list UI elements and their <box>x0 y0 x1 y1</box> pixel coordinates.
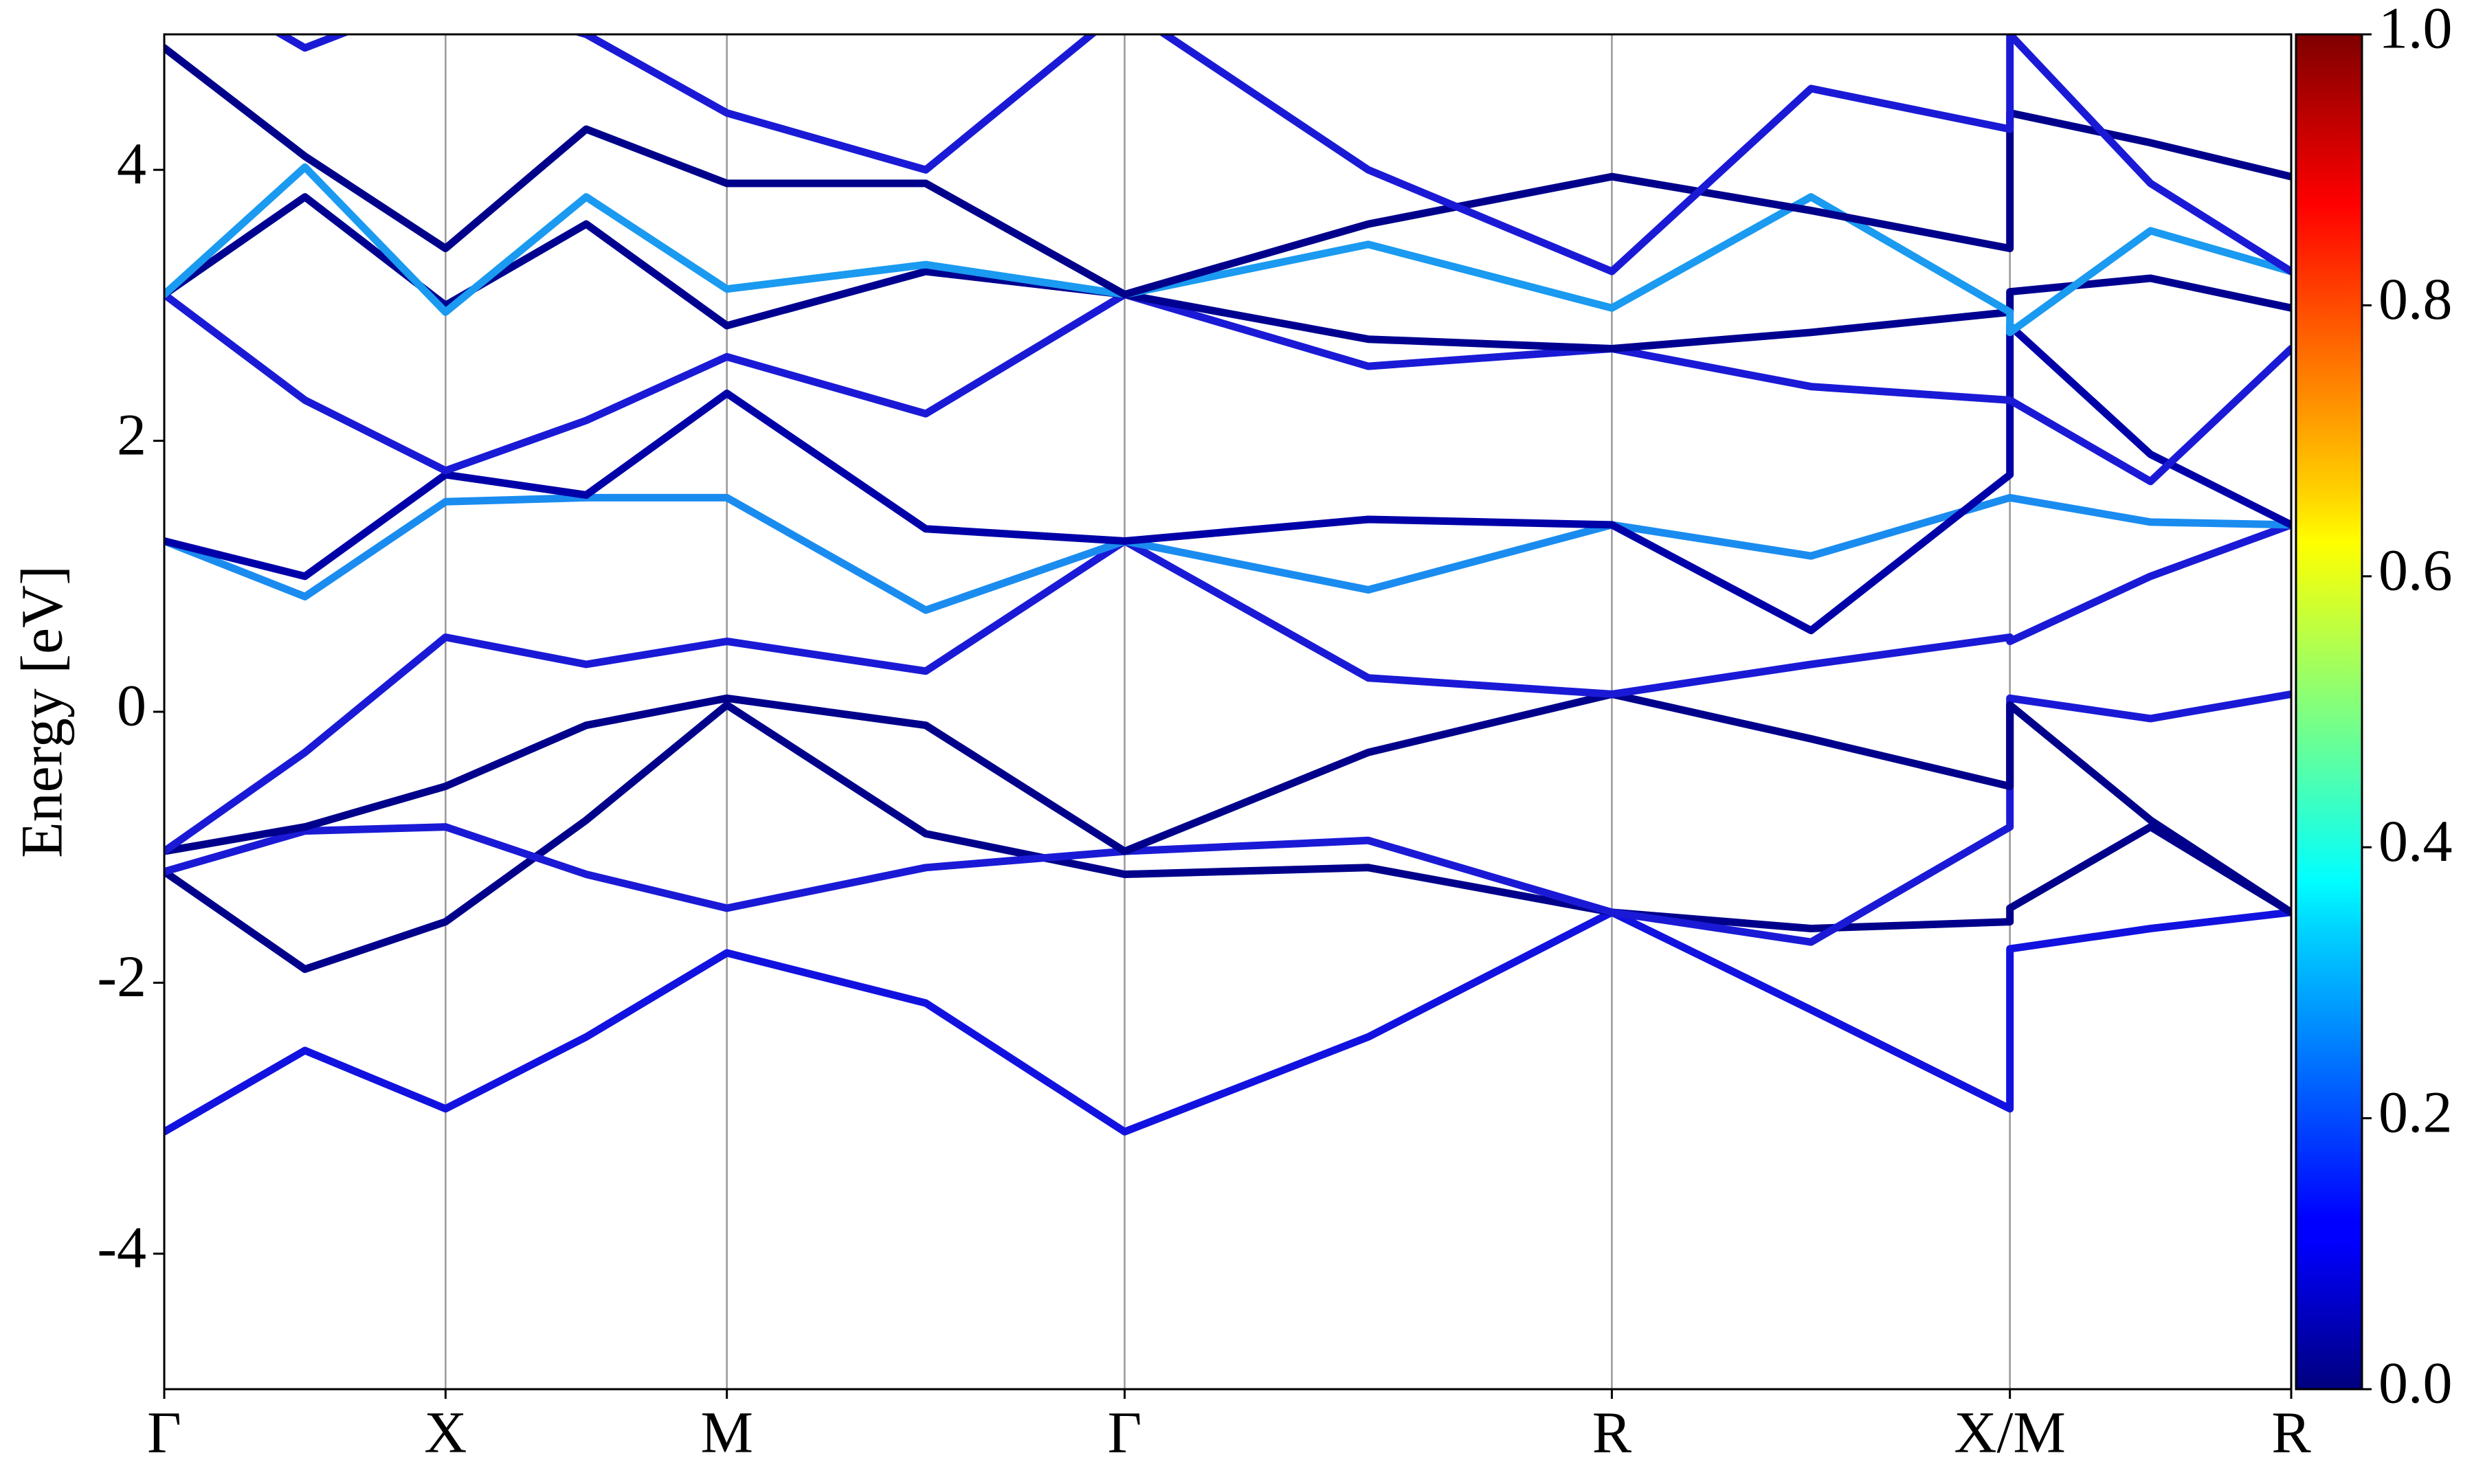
x-tick-label: M <box>700 1399 753 1465</box>
band-line <box>164 690 2291 946</box>
colorbar-tick-label: 0.2 <box>2378 1079 2453 1145</box>
x-tick-label: Γ <box>147 1399 181 1465</box>
bands <box>164 34 2291 1136</box>
y-tick-label: 2 <box>117 401 146 467</box>
x-tick-label: R <box>2271 1399 2311 1465</box>
colorbar-tick-label: 0.6 <box>2378 537 2453 603</box>
y-tick-label: 4 <box>117 131 146 196</box>
band-line <box>164 322 2291 635</box>
band-line <box>164 163 2291 337</box>
band-line <box>164 44 2291 299</box>
band-line <box>164 701 2291 974</box>
y-axis-label: Energy [eV] <box>9 565 75 858</box>
x-tick-label: X/M <box>1954 1399 2065 1465</box>
colorbar-tick-label: 0.0 <box>2378 1350 2453 1416</box>
colorbar-tick-label: 1.0 <box>2378 0 2453 61</box>
colorbar <box>2295 33 2363 1391</box>
x-tick-label: R <box>1592 1399 1632 1465</box>
band-line <box>164 291 2291 486</box>
plot-frame <box>163 33 2293 1391</box>
band-line <box>164 493 2291 614</box>
colorbar-tick-label: 0.4 <box>2378 808 2453 874</box>
x-tick-label: X <box>424 1399 467 1465</box>
colorbar-tick-label: 0.8 <box>2378 266 2453 332</box>
y-tick-label: -2 <box>97 943 146 1009</box>
band-line <box>164 690 2291 917</box>
band-line <box>164 521 2291 855</box>
band-line <box>164 908 2291 1136</box>
y-tick-label: -4 <box>97 1215 146 1281</box>
x-tick-label: Γ <box>1108 1399 1142 1465</box>
band-line <box>274 34 2291 276</box>
y-tick-label: 0 <box>117 673 146 739</box>
